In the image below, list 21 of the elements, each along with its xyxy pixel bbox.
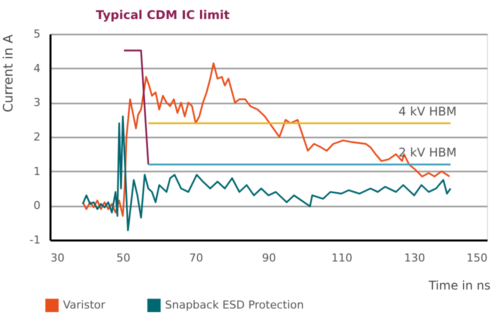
text: Typical CDM IC limit	[96, 8, 230, 22]
y-tick-label: 3	[34, 96, 40, 110]
x-tick-label: 50	[116, 252, 130, 264]
y-tick-label: 4	[34, 62, 40, 75]
x-tick-label: 110	[331, 252, 352, 264]
y-tick-label: -1	[30, 234, 40, 246]
legend-label: Varistor	[63, 298, 106, 312]
x-tick-label: 30	[50, 252, 64, 264]
x-tick-label: 150	[466, 252, 488, 264]
y-tick-label: 0	[34, 199, 40, 212]
y-tick-label: 2	[34, 130, 40, 144]
y-tick-label: 1	[34, 164, 40, 178]
annotation: 4 kV HBM	[398, 104, 457, 118]
annotation: 2 kV HBM	[398, 145, 457, 160]
x-axis-title: Time in ns	[428, 278, 490, 292]
y-tick-label: 5	[34, 28, 40, 40]
y-axis-title: Current in A	[2, 34, 16, 112]
x-tick-label: 130	[404, 252, 426, 264]
legend-label: Snapback ESD Protection	[165, 298, 304, 312]
x-tick-label: 90	[262, 252, 276, 264]
x-tick-label: 70	[189, 252, 204, 264]
